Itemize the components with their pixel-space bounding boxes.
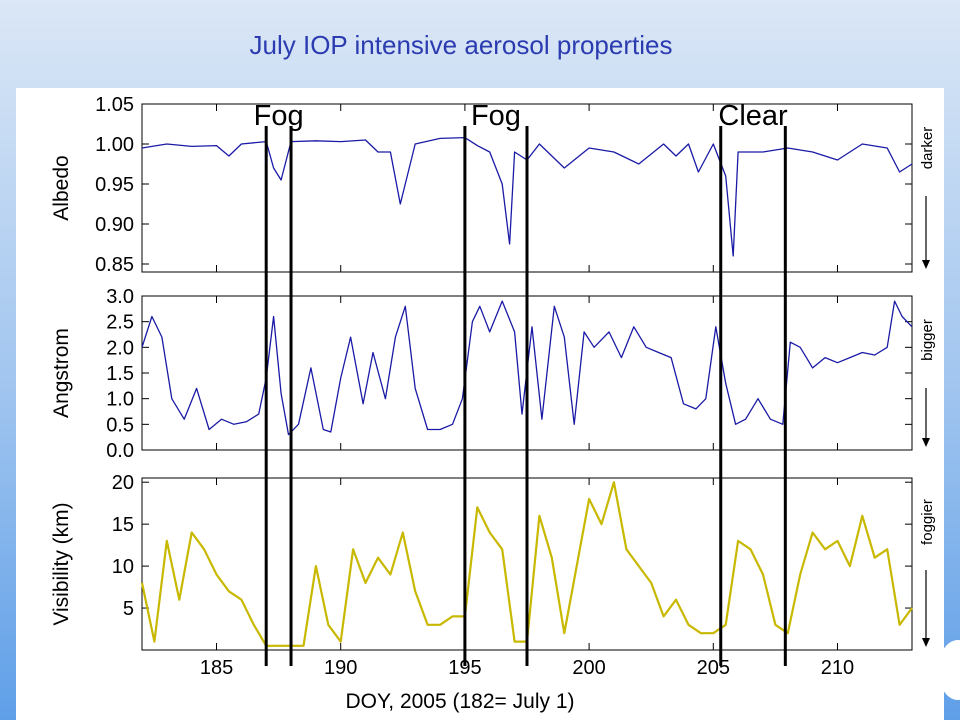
x-tick-label: 200 bbox=[572, 657, 605, 679]
y-tick-label: 5 bbox=[123, 598, 134, 620]
event-3: Clear bbox=[718, 100, 788, 666]
y-tick-label: 1.05 bbox=[95, 94, 134, 116]
y-axis-label: Albedo bbox=[50, 155, 73, 220]
y-tick-label: 20 bbox=[112, 472, 134, 494]
multi-panel-chart: 1.051.000.950.900.85Albedodarker3.02.52.… bbox=[50, 94, 936, 713]
y-tick-label: 1.5 bbox=[106, 363, 134, 385]
y-tick-label: 1.00 bbox=[95, 134, 134, 156]
event-label: Fog bbox=[254, 100, 304, 132]
y-axis-label: Visibility (km) bbox=[50, 502, 73, 625]
side-arrow-head bbox=[922, 638, 930, 647]
corner-badge bbox=[938, 640, 960, 700]
y-tick-label: 0.5 bbox=[106, 414, 134, 436]
y-tick-label: 0.90 bbox=[95, 214, 134, 236]
side-arrow-head bbox=[922, 438, 930, 447]
y-tick-label: 10 bbox=[112, 556, 134, 578]
plot-layer: 1.051.000.950.900.85Albedodarker3.02.52.… bbox=[50, 94, 936, 679]
panel-1: 1.05 1.00 0.95 0.90 0.85 Albedo darker bbox=[50, 94, 936, 276]
y-tick-label: 2.5 bbox=[106, 312, 134, 334]
side-label: foggier bbox=[919, 499, 936, 545]
event-label: Fog bbox=[471, 100, 521, 132]
y-tick-label: 3.0 bbox=[106, 286, 134, 308]
data-series-line bbox=[141, 136, 913, 257]
event-1: Fog bbox=[254, 100, 304, 666]
figure-panel: 1.05 1.00 0.95 0.90 0.85 Albedo darker 3.0 2.5 2.… bbox=[16, 88, 944, 720]
y-tick-label: 0.95 bbox=[95, 174, 134, 196]
x-axis-label: DOY, 2005 (182= July 1) bbox=[345, 690, 574, 713]
y-tick-label: 15 bbox=[112, 514, 134, 536]
x-tick-label: 205 bbox=[697, 657, 730, 679]
y-tick-label: 2.0 bbox=[106, 337, 134, 359]
x-tick-label: 185 bbox=[200, 657, 233, 679]
y-tick-label: 1.0 bbox=[106, 389, 134, 411]
event-label: Clear bbox=[718, 100, 788, 132]
event-layer: Fog Fog Clear bbox=[254, 100, 788, 666]
side-label: darker bbox=[919, 127, 936, 170]
event-2: Fog bbox=[463, 100, 529, 666]
x-tick-label: 195 bbox=[448, 657, 481, 679]
y-tick-label: 0.85 bbox=[95, 254, 134, 276]
side-label: bigger bbox=[919, 319, 936, 361]
x-tick-label: 190 bbox=[324, 657, 357, 679]
y-axis-label: Angstrom bbox=[50, 328, 73, 418]
side-arrow-head bbox=[922, 260, 930, 269]
panel-3: 20 15 10 5 Visibility (km) foggier bbox=[50, 472, 936, 651]
slide-title: July IOP intensive aerosol properties bbox=[249, 30, 673, 60]
panel-2: 3.0 2.5 2.0 1.5 1.0 0.5 0.0 Angstrom bigger bbox=[50, 286, 936, 462]
x-tick-label: 210 bbox=[821, 657, 854, 679]
y-tick-label: 0.0 bbox=[106, 440, 134, 462]
